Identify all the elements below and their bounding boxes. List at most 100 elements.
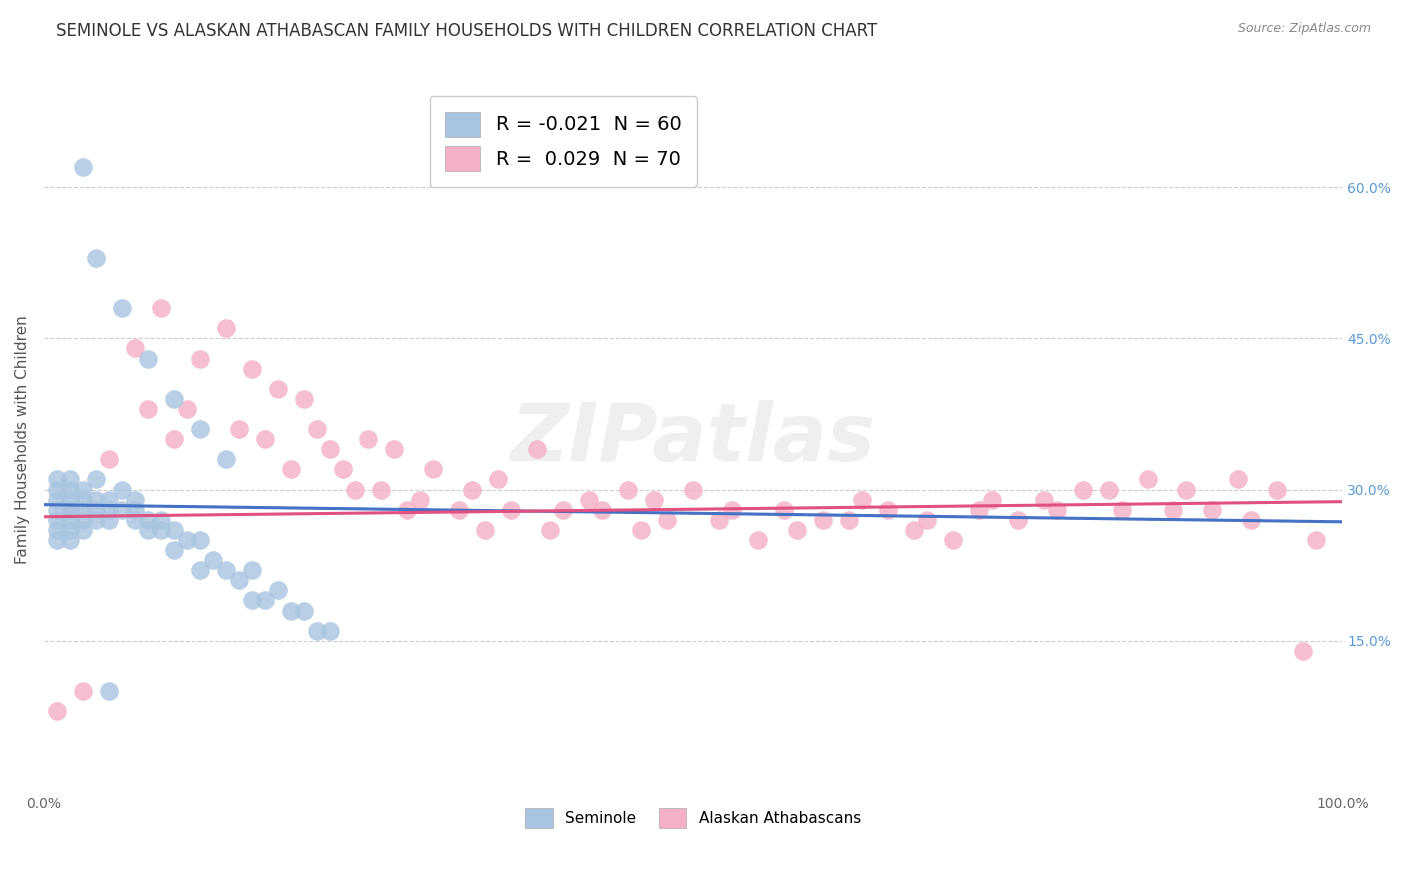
Point — [721, 502, 744, 516]
Point — [266, 583, 288, 598]
Point — [292, 392, 315, 406]
Point — [280, 603, 302, 617]
Point — [149, 523, 172, 537]
Point — [486, 473, 509, 487]
Point — [163, 543, 186, 558]
Point — [578, 492, 600, 507]
Point — [111, 301, 134, 315]
Point — [305, 624, 328, 638]
Point — [45, 513, 67, 527]
Point — [747, 533, 769, 547]
Point — [332, 462, 354, 476]
Point — [214, 452, 236, 467]
Point — [84, 473, 107, 487]
Point — [45, 704, 67, 718]
Text: SEMINOLE VS ALASKAN ATHABASCAN FAMILY HOUSEHOLDS WITH CHILDREN CORRELATION CHART: SEMINOLE VS ALASKAN ATHABASCAN FAMILY HO… — [56, 22, 877, 40]
Point — [318, 442, 340, 457]
Point — [149, 513, 172, 527]
Point — [253, 432, 276, 446]
Point — [461, 483, 484, 497]
Point — [84, 492, 107, 507]
Point — [45, 533, 67, 547]
Point — [72, 523, 94, 537]
Point — [59, 513, 82, 527]
Point — [967, 502, 990, 516]
Point — [111, 483, 134, 497]
Point — [1240, 513, 1263, 527]
Point — [124, 492, 146, 507]
Point — [97, 513, 120, 527]
Point — [163, 432, 186, 446]
Point — [201, 553, 224, 567]
Text: Source: ZipAtlas.com: Source: ZipAtlas.com — [1237, 22, 1371, 36]
Point — [124, 342, 146, 356]
Point — [876, 502, 898, 516]
Point — [786, 523, 808, 537]
Point — [214, 321, 236, 335]
Point — [526, 442, 548, 457]
Point — [45, 473, 67, 487]
Point — [136, 513, 159, 527]
Point — [357, 432, 380, 446]
Point — [136, 523, 159, 537]
Point — [707, 513, 730, 527]
Point — [59, 473, 82, 487]
Point — [84, 513, 107, 527]
Point — [228, 422, 250, 436]
Point — [45, 523, 67, 537]
Point — [97, 502, 120, 516]
Point — [72, 513, 94, 527]
Point — [422, 462, 444, 476]
Point — [305, 422, 328, 436]
Point — [266, 382, 288, 396]
Point — [59, 492, 82, 507]
Point — [501, 502, 523, 516]
Point — [124, 502, 146, 516]
Point — [1071, 483, 1094, 497]
Point — [136, 351, 159, 366]
Point — [45, 483, 67, 497]
Point — [163, 392, 186, 406]
Point — [1046, 502, 1069, 516]
Point — [591, 502, 613, 516]
Point — [97, 492, 120, 507]
Point — [97, 452, 120, 467]
Point — [228, 574, 250, 588]
Point — [111, 502, 134, 516]
Point — [643, 492, 665, 507]
Point — [474, 523, 496, 537]
Point — [214, 563, 236, 577]
Point — [682, 483, 704, 497]
Y-axis label: Family Households with Children: Family Households with Children — [15, 315, 30, 564]
Point — [176, 401, 198, 416]
Legend: Seminole, Alaskan Athabascans: Seminole, Alaskan Athabascans — [519, 802, 868, 834]
Point — [396, 502, 419, 516]
Point — [59, 483, 82, 497]
Point — [188, 351, 211, 366]
Point — [1175, 483, 1198, 497]
Point — [72, 502, 94, 516]
Point — [59, 533, 82, 547]
Point — [384, 442, 406, 457]
Point — [188, 563, 211, 577]
Point — [318, 624, 340, 638]
Text: ZIPatlas: ZIPatlas — [510, 401, 876, 478]
Point — [851, 492, 873, 507]
Point — [449, 502, 471, 516]
Point — [1007, 513, 1029, 527]
Point — [1305, 533, 1327, 547]
Point — [1265, 483, 1288, 497]
Point — [980, 492, 1002, 507]
Point — [811, 513, 834, 527]
Point — [45, 502, 67, 516]
Point — [1111, 502, 1133, 516]
Point — [1136, 473, 1159, 487]
Point — [240, 563, 263, 577]
Point — [280, 462, 302, 476]
Point — [240, 361, 263, 376]
Point — [409, 492, 432, 507]
Point — [72, 160, 94, 174]
Point — [149, 301, 172, 315]
Point — [59, 502, 82, 516]
Point — [838, 513, 860, 527]
